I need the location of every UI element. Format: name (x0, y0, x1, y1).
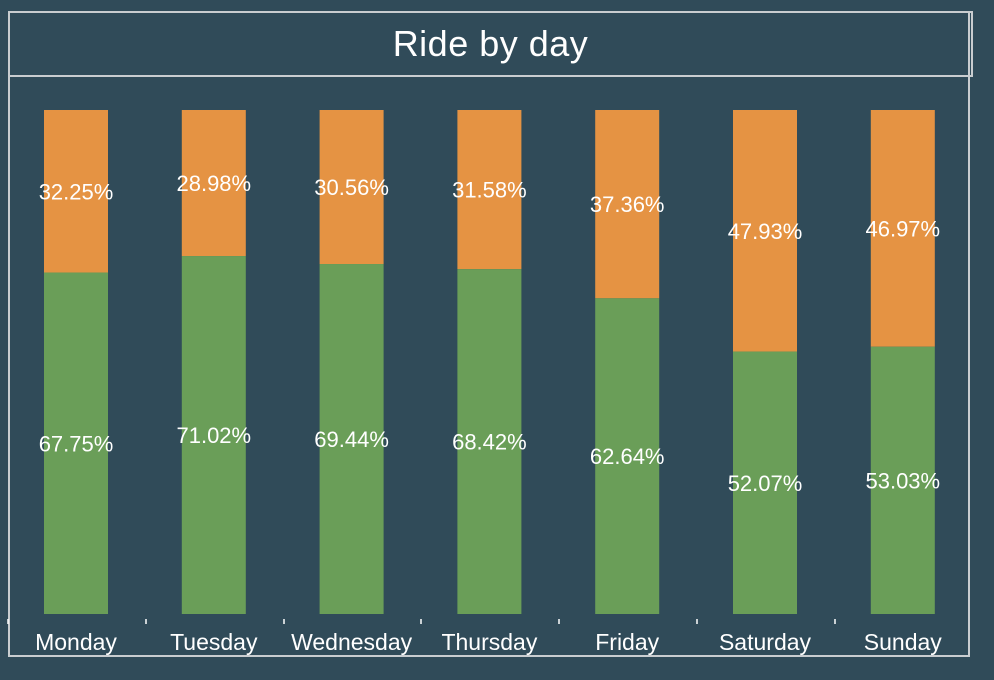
bar-segment-lower-sunday (870, 346, 935, 614)
category-label-thursday: Thursday (441, 629, 537, 655)
value-label-lower-monday: 67.75% (39, 431, 114, 456)
value-label-lower-friday: 62.64% (590, 444, 665, 469)
value-label-upper-friday: 37.36% (590, 192, 665, 217)
value-label-upper-monday: 32.25% (39, 179, 114, 204)
value-label-upper-thursday: 31.58% (452, 178, 527, 203)
value-label-lower-saturday: 52.07% (728, 471, 803, 496)
value-label-upper-sunday: 46.97% (865, 216, 940, 241)
category-label-wednesday: Wednesday (291, 629, 413, 655)
bar-segment-lower-friday (595, 298, 660, 614)
bars-layer (44, 110, 935, 614)
value-label-lower-wednesday: 69.44% (314, 427, 389, 452)
chart-title: Ride by day (392, 23, 589, 64)
bar-segment-upper-saturday (733, 110, 797, 352)
bar-segment-lower-wednesday (319, 264, 384, 614)
bar-segment-upper-friday (595, 110, 660, 299)
bar-segment-upper-thursday (457, 110, 522, 270)
bar-segment-lower-monday (44, 272, 108, 614)
value-label-lower-thursday: 68.42% (452, 430, 527, 455)
chart-title-box: Ride by day (8, 11, 973, 77)
value-label-upper-tuesday: 28.98% (176, 171, 251, 196)
category-label-saturday: Saturday (719, 629, 812, 655)
bar-segment-upper-monday (44, 110, 108, 273)
value-label-upper-wednesday: 30.56% (314, 175, 389, 200)
value-labels-layer: 32.25% 67.75% 28.98% 71.02% 30.56% 69.44% 31.5… (39, 171, 940, 496)
value-label-lower-tuesday: 71.02% (176, 423, 251, 448)
category-label-friday: Friday (595, 629, 659, 655)
bar-segment-upper-sunday (870, 110, 935, 347)
bar-segment-lower-saturday (733, 351, 797, 614)
value-label-upper-saturday: 47.93% (728, 219, 803, 244)
bar-segment-upper-wednesday (319, 110, 384, 265)
bar-segment-upper-tuesday (181, 110, 246, 257)
bar-segment-lower-thursday (457, 269, 522, 614)
value-label-lower-sunday: 53.03% (865, 468, 940, 493)
category-label-tuesday: Tuesday (170, 629, 258, 655)
category-label-sunday: Sunday (864, 629, 943, 655)
category-label-monday: Monday (35, 629, 117, 655)
bar-segment-lower-tuesday (181, 256, 246, 614)
x-axis: Monday Tuesday Wednesday Thursday Friday Satu… (7, 619, 943, 655)
